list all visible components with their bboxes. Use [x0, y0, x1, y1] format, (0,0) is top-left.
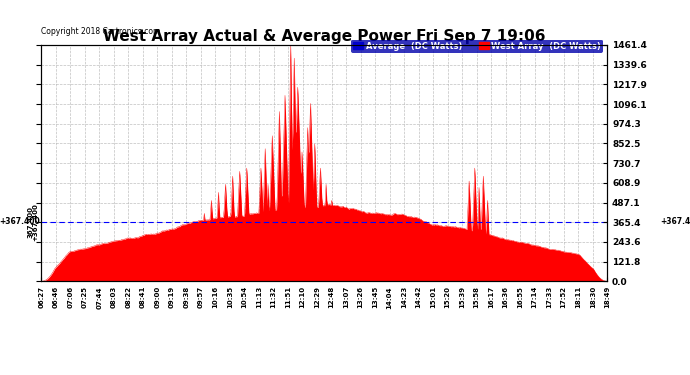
Text: +367.400: +367.400 — [32, 203, 39, 241]
Text: Copyright 2018 Cartronics.com: Copyright 2018 Cartronics.com — [41, 27, 161, 36]
Text: +367.400: +367.400 — [0, 217, 40, 226]
Text: 367.400: 367.400 — [27, 206, 33, 238]
Legend: Average  (DC Watts), West Array  (DC Watts): Average (DC Watts), West Array (DC Watts… — [351, 40, 603, 53]
Text: +367.400: +367.400 — [660, 217, 690, 226]
Title: West Array Actual & Average Power Fri Sep 7 19:06: West Array Actual & Average Power Fri Se… — [103, 29, 546, 44]
